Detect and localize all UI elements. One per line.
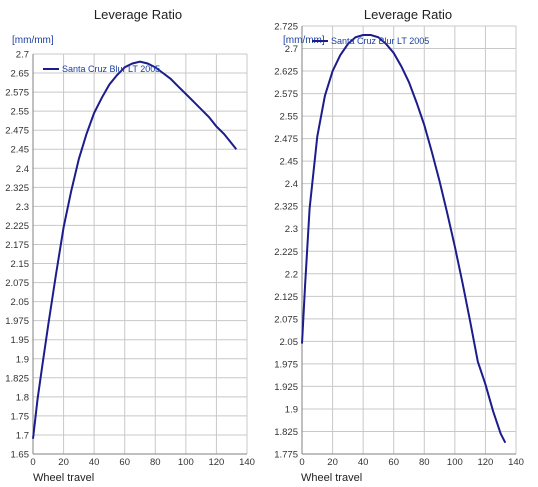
x-tick-label: 0 [299,457,304,468]
y-tick-label: 2.175 [5,240,29,251]
y-tick-label: 1.8 [16,392,29,403]
y-tick-label: 1.825 [274,427,298,438]
chart-title: Leverage Ratio [94,7,182,22]
y-tick-label: 2.05 [280,337,299,348]
x-tick-label: 140 [239,457,255,468]
y-tick-label: 2.075 [274,314,298,325]
y-tick-label: 2.725 [274,22,298,33]
y-tick-label: 2.65 [11,69,30,80]
y-tick-label: 2.125 [274,292,298,303]
y-tick-label: 1.925 [274,382,298,393]
y-tick-label: 2.3 [16,202,29,213]
y-tick-label: 2.325 [5,183,29,194]
y-tick-label: 2.4 [16,164,29,175]
x-axis-title: Wheel travel [33,472,94,484]
x-tick-label: 100 [447,457,463,468]
y-tick-label: 1.975 [274,359,298,370]
y-tick-label: 1.9 [16,354,29,365]
legend-label: Santa Cruz Blur LT 2005 [331,36,429,46]
x-tick-label: 120 [477,457,493,468]
x-tick-label: 140 [508,457,524,468]
y-tick-label: 2.05 [11,297,30,308]
y-tick-label: 2.15 [11,259,30,270]
y-tick-label: 2.575 [274,89,298,100]
chart-title: Leverage Ratio [364,7,452,22]
y-tick-label: 1.9 [285,404,298,415]
y-tick-label: 2.3 [285,224,298,235]
y-tick-label: 1.975 [5,316,29,327]
legend-label: Santa Cruz Blur LT 2005 [62,64,160,74]
y-tick-label: 2.625 [274,67,298,78]
y-tick-label: 1.775 [274,450,298,461]
y-tick-label: 2.45 [11,145,30,156]
y-tick-label: 2.2 [285,269,298,280]
y-tick-label: 2.45 [280,157,299,168]
y-tick-label: 1.7 [16,430,29,441]
chart-2: Leverage Ratio [mm/mm] 1.775 1.825 1.9 1.925 1… [274,7,524,484]
y-tick-label: 1.65 [11,450,30,461]
y-tick-label: 1.75 [11,411,30,422]
y-tick-label: 2.55 [11,107,30,118]
y-tick-label: 2.325 [274,202,298,213]
y-axis-unit: [mm/mm] [12,35,54,46]
y-tick-label: 2.225 [5,221,29,232]
y-axis-unit: [mm/mm] [283,35,325,46]
y-tick-label: 2.075 [5,278,29,289]
y-tick-label: 2.575 [5,88,29,99]
x-tick-label: 100 [178,457,194,468]
x-tick-label: 60 [388,457,399,468]
y-tick-label: 1.825 [5,373,29,384]
y-tick-label: 2.7 [285,44,298,55]
x-tick-label: 120 [208,457,224,468]
series-line [32,60,238,439]
chart-1: Leverage Ratio [mm/mm] 1.65 1.7 1.75 1.8 1.825… [5,7,255,484]
x-tick-label: 60 [119,457,130,468]
x-tick-label: 40 [89,457,100,468]
x-axis-title: Wheel travel [301,472,362,484]
x-tick-label: 80 [150,457,161,468]
x-tick-label: 20 [58,457,69,468]
x-tick-label: 20 [327,457,338,468]
y-tick-label: 2.475 [274,134,298,145]
y-tick-label: 1.95 [11,335,30,346]
x-tick-label: 0 [30,457,35,468]
x-tick-label: 40 [358,457,369,468]
y-tick-label: 2.7 [16,50,29,61]
series-line [301,34,507,444]
x-tick-label: 80 [419,457,430,468]
y-tick-label: 2.475 [5,126,29,137]
y-tick-label: 2.4 [285,179,298,190]
y-tick-label: 2.55 [280,112,299,123]
y-tick-label: 2.225 [274,247,298,258]
